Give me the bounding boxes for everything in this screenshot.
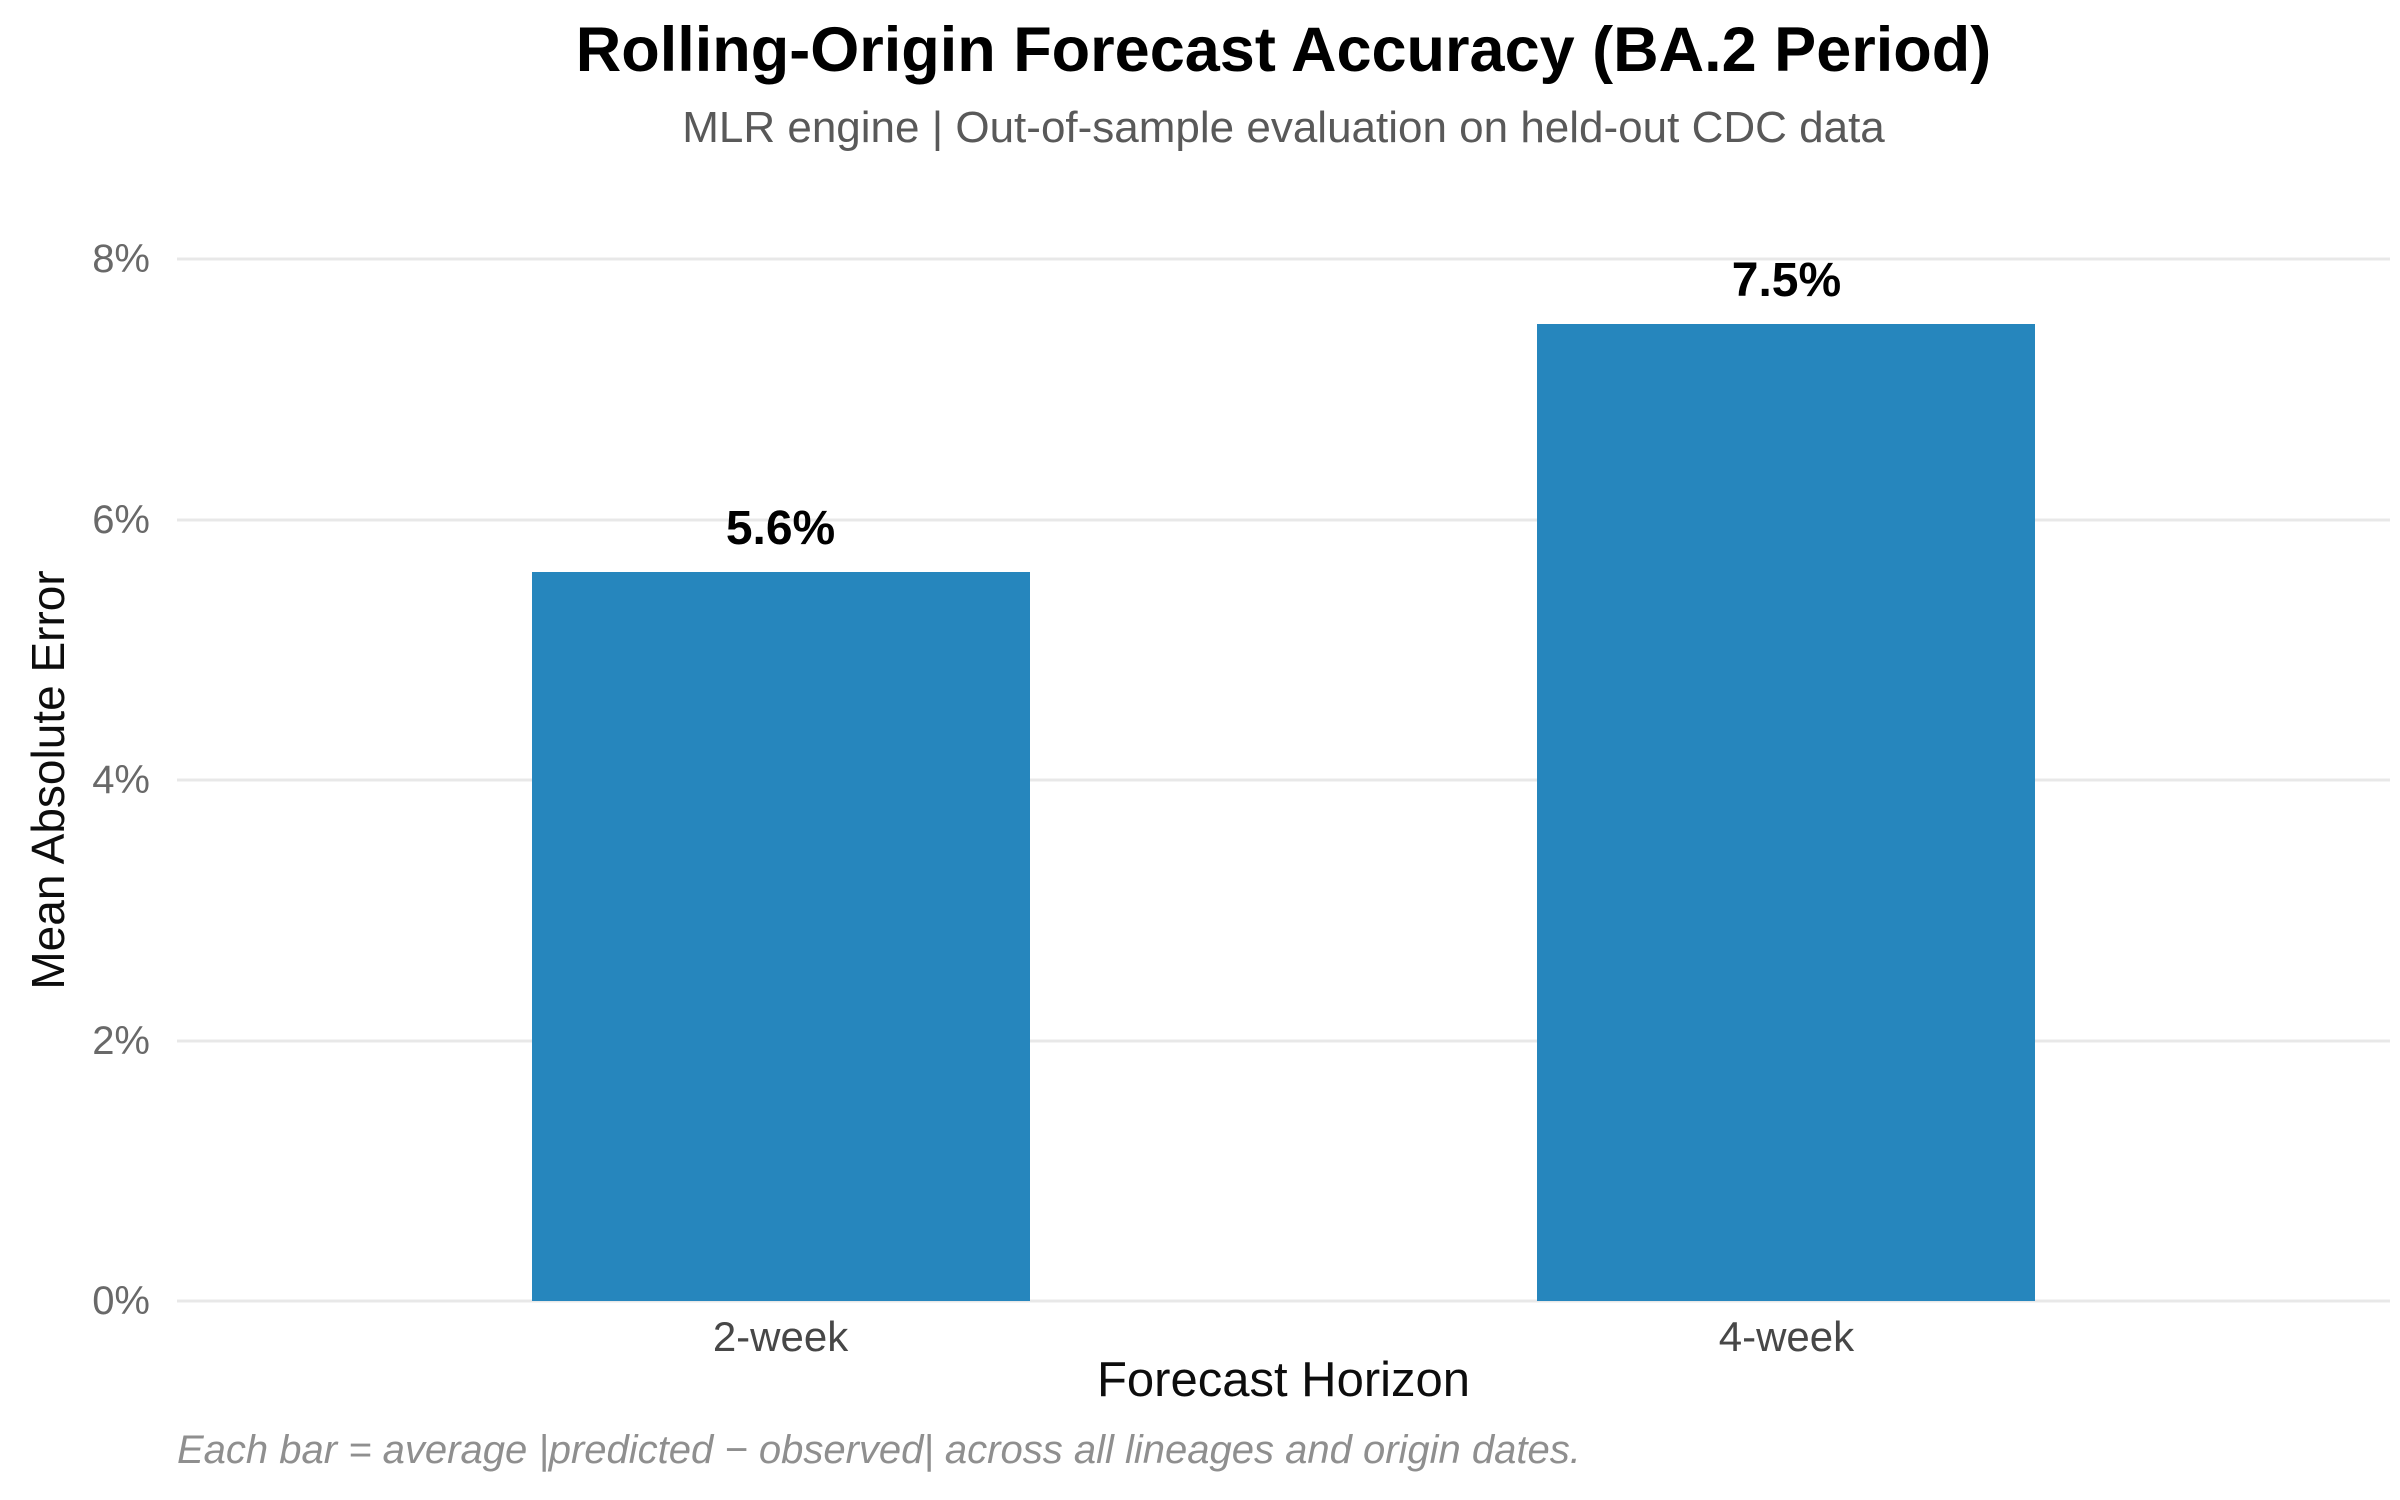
gridline: [177, 1299, 2390, 1303]
gridline: [177, 1039, 2390, 1042]
bar-value-label: 7.5%: [1731, 254, 1842, 308]
bar: [531, 571, 1030, 1301]
x-tick-label: 4-week: [1718, 1313, 1855, 1360]
chart-subtitle: MLR engine | Out-of-sample evaluation on…: [682, 103, 1885, 152]
bar-value-label: 5.6%: [725, 501, 836, 555]
chart-title: Rolling-Origin Forecast Accuracy (BA.2 P…: [575, 15, 1992, 85]
plot-area: 0% 2% 4% 6% 8% 5.6% 2-week 7.5% 4-week: [92, 239, 2390, 1360]
bar: [1537, 324, 2036, 1301]
gridline: [177, 518, 2390, 521]
gridline: [177, 778, 2390, 782]
y-axis-title: Mean Absolute Error: [22, 570, 74, 990]
gridline: [177, 257, 2390, 261]
x-tick-label: 2-week: [712, 1313, 849, 1360]
x-axis-title: Forecast Horizon: [1096, 1353, 1471, 1407]
chart-caption: Each bar = average |predicted − observed…: [177, 1428, 1581, 1472]
